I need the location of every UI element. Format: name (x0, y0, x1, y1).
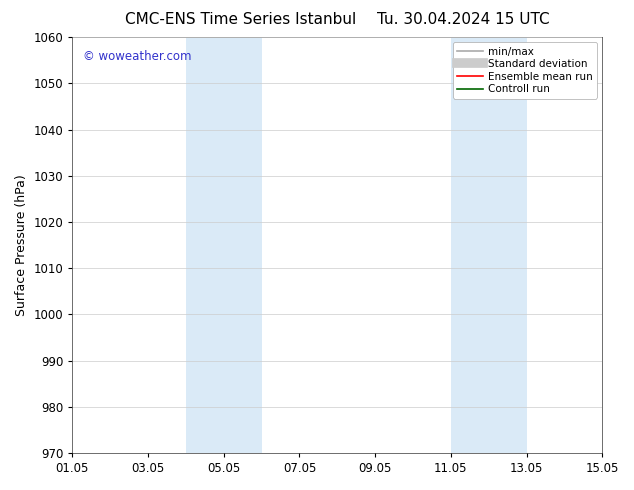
Text: © woweather.com: © woweather.com (83, 49, 191, 63)
Text: Tu. 30.04.2024 15 UTC: Tu. 30.04.2024 15 UTC (377, 12, 549, 27)
Y-axis label: Surface Pressure (hPa): Surface Pressure (hPa) (15, 174, 28, 316)
Text: CMC-ENS Time Series Istanbul: CMC-ENS Time Series Istanbul (126, 12, 356, 27)
Legend: min/max, Standard deviation, Ensemble mean run, Controll run: min/max, Standard deviation, Ensemble me… (453, 42, 597, 98)
Bar (186, 37, 262, 453)
Bar (451, 37, 527, 453)
